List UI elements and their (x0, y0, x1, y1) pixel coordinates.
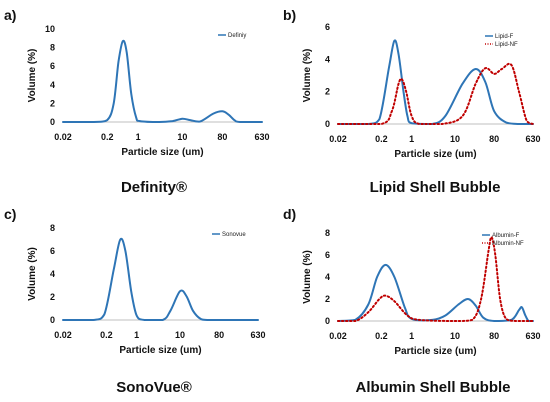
x-tick-label: 1 (409, 331, 414, 341)
series-line-albumin-f (337, 263, 534, 322)
panel-label: c) (4, 206, 16, 222)
y-tick-label: 4 (50, 80, 55, 90)
panel-caption: Lipid Shell Bubble (370, 179, 501, 196)
y-tick-label: 0 (325, 119, 330, 129)
panel-label: d) (283, 206, 296, 222)
y-axis-label: Volume (%) (302, 250, 313, 304)
y-tick-label: 8 (50, 223, 55, 233)
panel-label: b) (283, 7, 296, 23)
x-tick-label: 80 (214, 330, 224, 340)
x-tick-label: 0.02 (329, 331, 347, 341)
y-tick-label: 0 (325, 316, 330, 326)
y-tick-label: 4 (325, 272, 330, 282)
x-axis-label: Particle size (um) (121, 147, 203, 158)
x-tick-label: 0.02 (54, 132, 72, 142)
series-line-albumin-nf (337, 236, 534, 322)
x-tick-label: 1 (134, 330, 139, 340)
panel-3: 0 2 4 6 8 0.02 0.2 1 10 80 630 Particle size (um) Vo… (4, 206, 266, 396)
panel-caption: Albumin Shell Bubble (355, 379, 510, 396)
legend-label: Albumin-F (492, 233, 520, 239)
y-tick-label: 4 (50, 269, 55, 279)
y-axis-label: Volume (%) (27, 49, 38, 103)
x-tick-label: 0.02 (54, 330, 72, 340)
y-tick-label: 6 (325, 250, 330, 260)
x-tick-label: 630 (525, 331, 540, 341)
series-line-lipid-nf (337, 62, 534, 125)
y-tick-label: 10 (45, 24, 55, 34)
x-tick-label: 0.2 (101, 132, 114, 142)
x-tick-label: 0.2 (375, 134, 388, 144)
panel-label: a) (4, 7, 16, 23)
y-tick-label: 0 (50, 117, 55, 127)
x-tick-label: 630 (525, 134, 540, 144)
legend-label: Sonovue (222, 232, 246, 238)
series-line-definiy (62, 39, 263, 123)
x-tick-label: 10 (177, 132, 187, 142)
y-axis-label: Volume (%) (27, 247, 38, 301)
series-line-lipid-f (337, 39, 534, 125)
y-tick-label: 2 (50, 98, 55, 108)
x-tick-label: 10 (450, 331, 460, 341)
x-tick-label: 630 (254, 132, 269, 142)
y-tick-label: 6 (50, 61, 55, 71)
panel-caption: SonoVue® (116, 379, 192, 396)
panel-4: 0 2 4 6 8 0.02 0.2 1 10 80 630 Particle size (um) Vo… (283, 206, 541, 396)
x-axis-label: Particle size (um) (394, 149, 476, 160)
legend-label: Lipid-F (495, 34, 514, 40)
legend-label: Definiy (228, 33, 246, 39)
legend-label: Lipid-NF (495, 42, 518, 48)
y-tick-label: 4 (325, 54, 330, 64)
y-tick-label: 2 (325, 87, 330, 97)
x-axis-label: Particle size (um) (119, 345, 201, 356)
y-axis-label: Volume (%) (302, 49, 313, 103)
x-tick-label: 0.2 (375, 331, 388, 341)
x-tick-label: 630 (250, 330, 265, 340)
panel-1: 0 2 4 6 8 10 0.02 0.2 1 10 80 630 Particle size (um)… (4, 7, 270, 196)
panel-2: 0 2 4 6 0.02 0.2 1 10 80 630 Particle size (um) Vol… (283, 7, 541, 196)
x-tick-label: 10 (175, 330, 185, 340)
panel-caption: Definity® (121, 179, 187, 196)
y-tick-label: 8 (325, 228, 330, 238)
x-tick-label: 1 (136, 132, 141, 142)
y-tick-label: 8 (50, 43, 55, 53)
legend-label: Albumin-NF (492, 241, 524, 247)
x-tick-label: 10 (450, 134, 460, 144)
y-tick-label: 0 (50, 315, 55, 325)
x-tick-label: 80 (489, 331, 499, 341)
x-tick-label: 1 (409, 134, 414, 144)
y-tick-label: 2 (325, 294, 330, 304)
x-axis-label: Particle size (um) (394, 346, 476, 357)
y-tick-label: 6 (325, 22, 330, 32)
series-line-sonovue (62, 237, 259, 322)
x-tick-label: 80 (217, 132, 227, 142)
x-tick-label: 80 (489, 134, 499, 144)
x-tick-label: 0.02 (329, 134, 347, 144)
x-tick-label: 0.2 (100, 330, 113, 340)
y-tick-label: 2 (50, 292, 55, 302)
y-tick-label: 6 (50, 246, 55, 256)
